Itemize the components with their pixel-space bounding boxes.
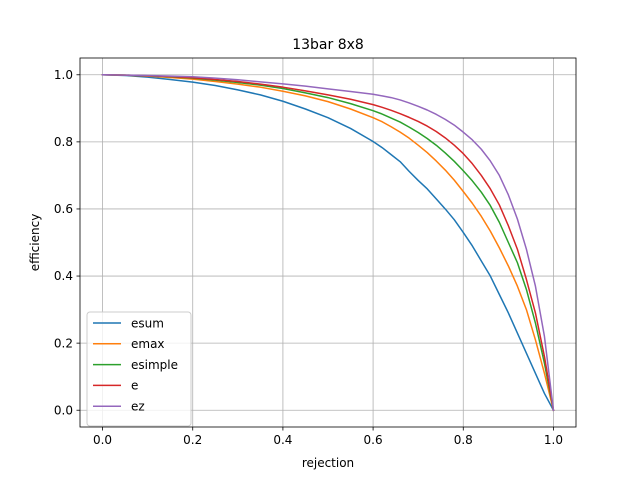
series-line-esum [101, 73, 555, 412]
x-tick-label: 0.8 [454, 433, 473, 447]
legend: esum emax esimple e ez [86, 311, 192, 427]
legend-label-esum: esum [131, 316, 164, 330]
x-tick-label: 0.0 [93, 433, 112, 447]
legend-label-emax: emax [131, 337, 165, 351]
x-tick-label: 0.6 [364, 433, 383, 447]
y-tick-label: 1.0 [54, 68, 73, 82]
y-axis-label: efficiency [28, 214, 42, 272]
y-tick-label: 0.6 [54, 202, 73, 216]
legend-label-esimple: esimple [131, 358, 178, 372]
series-line-emax [101, 74, 555, 412]
legend-label-ez: ez [131, 400, 145, 414]
y-tick-label: 0.4 [54, 269, 73, 283]
series-line-esimple [101, 74, 555, 412]
axis-ticks: 0.0 0.2 0.4 0.6 0.8 1.0 0.0 0.2 0.4 0.6 0.8 1.0 [54, 68, 563, 447]
legend-label-e: e [131, 379, 138, 393]
series-line-ez [101, 74, 555, 412]
x-tick-label: 1.0 [544, 433, 563, 447]
legend-box [86, 311, 192, 427]
x-axis-label: rejection [302, 456, 354, 470]
x-tick-label: 0.4 [273, 433, 292, 447]
series-line-e [101, 74, 555, 412]
y-tick-label: 0.0 [54, 403, 73, 417]
x-tick-label: 0.2 [183, 433, 202, 447]
y-tick-label: 0.8 [54, 135, 73, 149]
y-tick-label: 0.2 [54, 336, 73, 350]
series-lines [101, 73, 555, 412]
plot-frame [79, 57, 577, 428]
chart-title: 13bar 8x8 [292, 37, 364, 53]
